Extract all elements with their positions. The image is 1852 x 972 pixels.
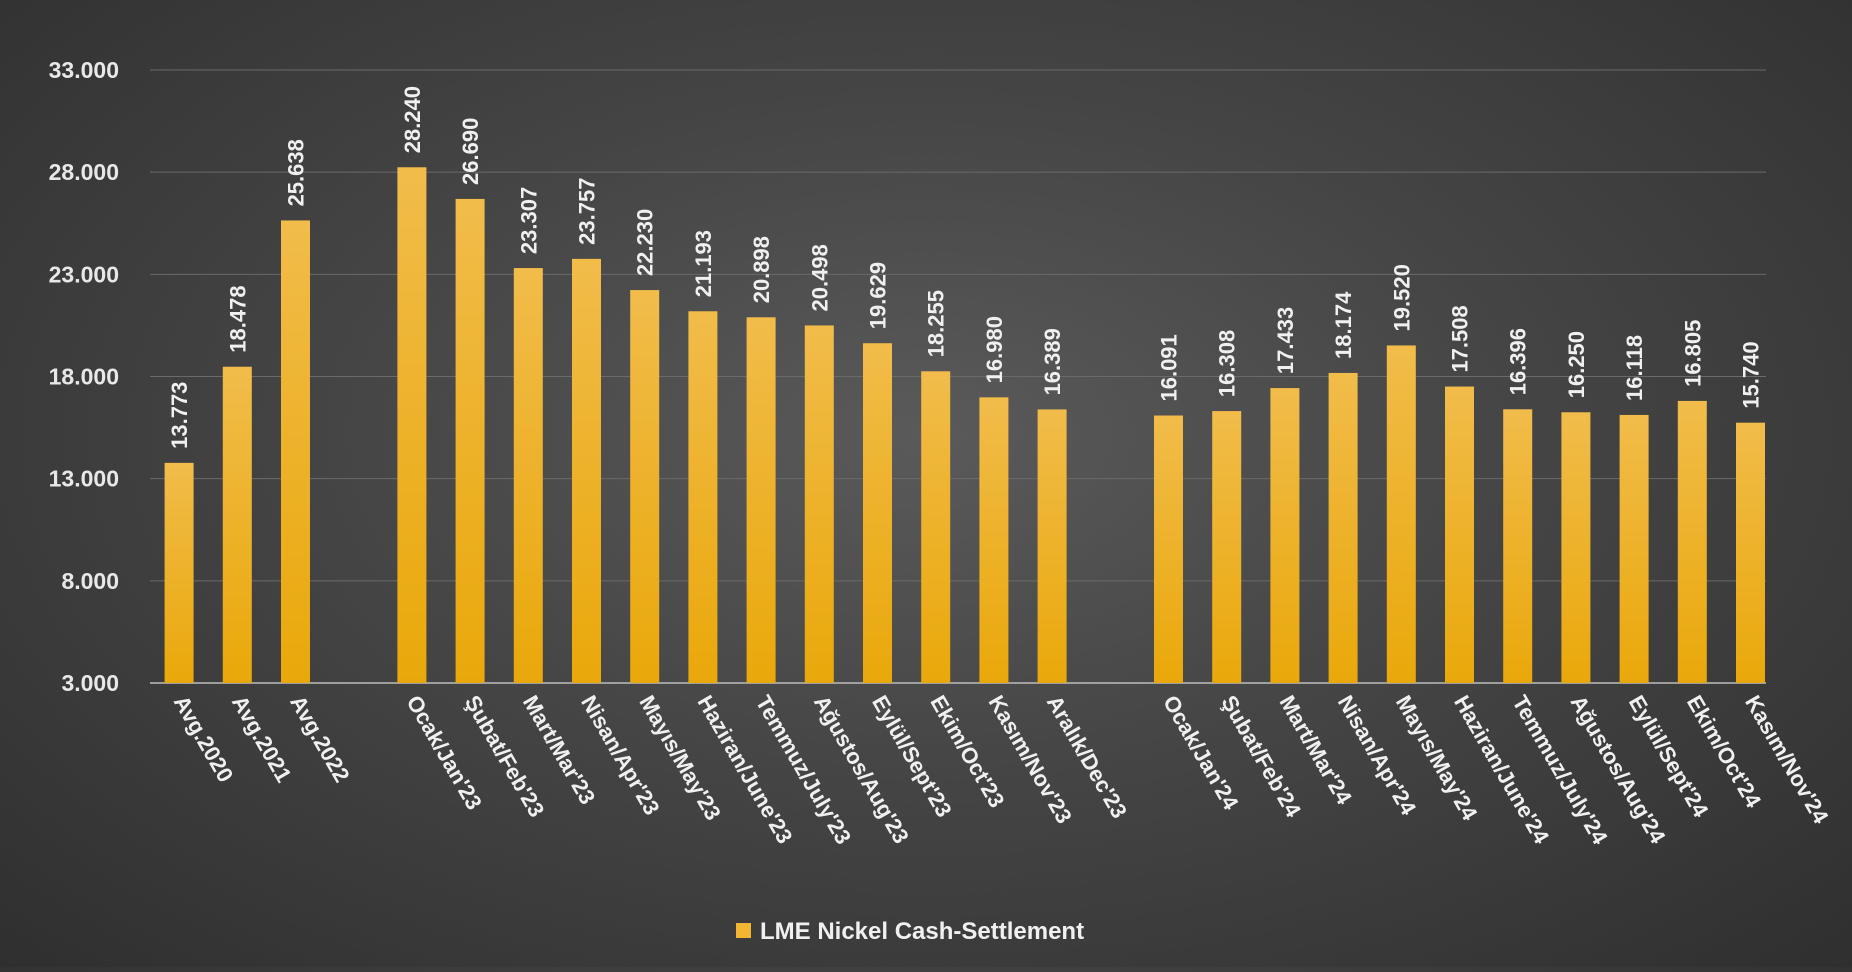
bar (1270, 388, 1300, 683)
data-label: 16.396 (1506, 328, 1531, 395)
bar (1736, 422, 1765, 683)
y-tick-label: 18.000 (49, 364, 119, 390)
data-label: 19.629 (866, 262, 891, 329)
bar (804, 325, 834, 683)
data-label: 13.773 (167, 382, 192, 449)
data-label: 21.193 (691, 230, 716, 297)
data-label: 16.805 (1680, 320, 1705, 387)
bar (397, 167, 427, 683)
data-label: 16.118 (1622, 335, 1647, 401)
bar (572, 258, 601, 683)
bar (1561, 412, 1591, 683)
x-tick-label: Avg.2020 (169, 691, 239, 786)
data-label: 16.308 (1215, 330, 1240, 397)
bar (1503, 409, 1533, 683)
data-label: 16.250 (1564, 331, 1589, 398)
bar (513, 268, 543, 683)
legend-label: LME Nickel Cash-Settlement (760, 918, 1084, 945)
bars (164, 167, 1765, 683)
data-label: 23.757 (575, 178, 600, 245)
bar (1328, 372, 1358, 683)
data-label: 17.508 (1448, 305, 1473, 372)
bar (1677, 400, 1707, 683)
data-label: 16.091 (1157, 334, 1182, 401)
bar (1212, 411, 1242, 683)
bar (746, 317, 776, 683)
data-label: 28.240 (400, 86, 425, 153)
y-tick-label: 28.000 (49, 159, 119, 185)
y-tick-label: 33.000 (49, 57, 119, 83)
bar (688, 311, 718, 683)
y-axis-ticks: 3.000 8.000 13.000 18.000 23.000 28.000 33.000 (49, 57, 119, 696)
bar (1445, 386, 1474, 683)
legend-swatch (736, 923, 751, 938)
data-label: 18.255 (924, 290, 949, 357)
bar (979, 397, 1009, 683)
data-label: 22.230 (633, 209, 658, 276)
data-label: 26.690 (458, 118, 483, 185)
y-tick-label: 3.000 (61, 670, 119, 696)
data-label: 15.740 (1739, 341, 1764, 408)
bar (222, 366, 252, 683)
y-tick-label: 23.000 (49, 261, 119, 287)
bar (1154, 415, 1183, 683)
bar (164, 462, 194, 683)
data-label: 25.638 (284, 139, 309, 206)
data-label: 16.980 (982, 316, 1007, 383)
data-label: 16.389 (1040, 328, 1065, 395)
data-label: 20.498 (807, 244, 832, 311)
bar (1619, 414, 1649, 683)
bar (921, 371, 951, 683)
data-label: 18.478 (225, 285, 250, 352)
bar (455, 198, 485, 683)
x-tick-label: Kasım/Nov'24 (1740, 691, 1834, 828)
bar (1386, 345, 1416, 683)
data-label: 18.174 (1331, 291, 1356, 359)
data-label: 19.520 (1389, 264, 1414, 331)
bar (863, 343, 892, 683)
bar (281, 220, 310, 683)
bar (1037, 409, 1067, 683)
data-label: 17.433 (1273, 307, 1298, 374)
y-tick-label: 13.000 (49, 466, 119, 492)
data-labels: 13.773 18.478 25.638 28.240 26.690 23.307 23.7… (167, 86, 1763, 449)
y-tick-label: 8.000 (61, 568, 119, 594)
legend: LME Nickel Cash-Settlement (736, 918, 1084, 945)
bar (630, 290, 660, 683)
data-label: 20.898 (749, 236, 774, 303)
data-label: 23.307 (516, 187, 541, 254)
